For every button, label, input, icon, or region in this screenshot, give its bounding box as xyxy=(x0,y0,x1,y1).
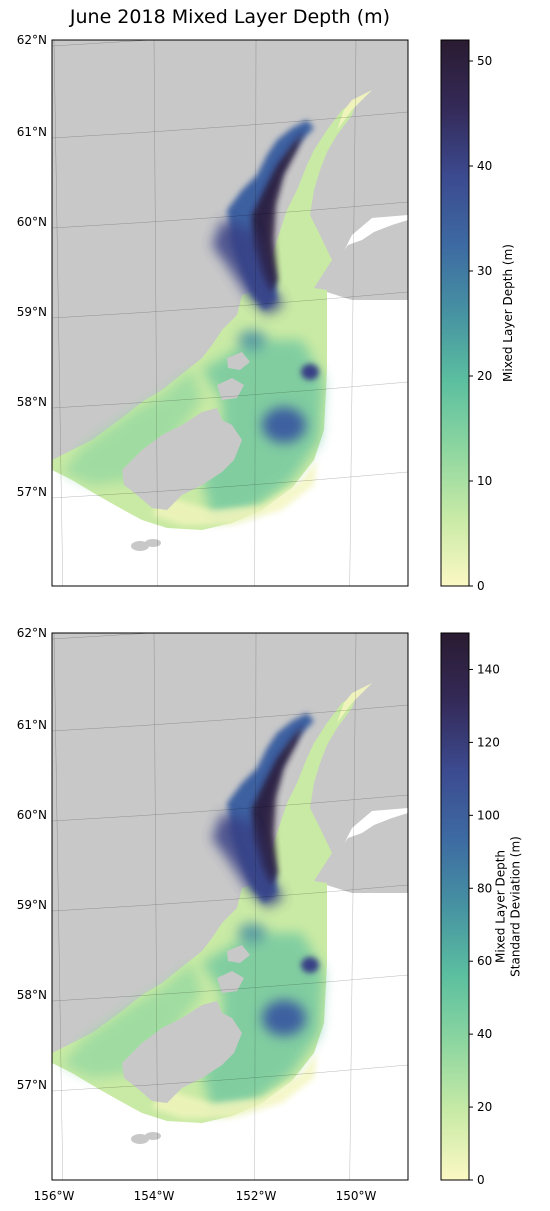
cook-inlet-core xyxy=(252,725,304,888)
parallel-line xyxy=(52,974,408,1002)
map-panel-2 xyxy=(51,632,409,1181)
inlet-mouth xyxy=(212,813,284,908)
map-content xyxy=(52,633,408,1180)
trinity-islands-a xyxy=(131,1134,149,1144)
shelikof-eddy xyxy=(262,1000,306,1036)
colorbar-label: Standard Deviation (m) xyxy=(509,836,523,977)
map-content xyxy=(52,40,408,586)
shelf-green-west xyxy=(62,963,202,1078)
meridian-line xyxy=(254,40,257,586)
shelf-pale-outer xyxy=(152,460,317,525)
colorbar xyxy=(440,39,470,587)
meridian-line xyxy=(53,40,63,586)
lon-tick-label: 156°W xyxy=(34,1189,75,1203)
colorbar-tick-label: 0 xyxy=(477,579,485,593)
meridian-line xyxy=(349,40,357,586)
afognak-island xyxy=(217,971,244,993)
lat-tick-label: 57°N xyxy=(17,485,47,499)
kodiak-island xyxy=(122,408,242,510)
kennedy-entrance xyxy=(238,923,266,943)
shelikof-eddy xyxy=(262,407,306,443)
lat-tick-label: 61°N xyxy=(17,718,47,732)
colorbar-tick-label: 40 xyxy=(477,159,492,173)
parallel-line xyxy=(52,1064,408,1092)
lat-tick-label: 62°N xyxy=(17,626,47,640)
lat-tick-label: 59°N xyxy=(17,898,47,912)
parallel-line xyxy=(52,884,408,912)
shelf-green-west xyxy=(62,370,202,485)
augustine-island xyxy=(172,278,190,292)
trinity-islands-b xyxy=(145,539,161,547)
afognak-island xyxy=(217,378,244,400)
graticule xyxy=(52,633,408,1180)
map-panel-1 xyxy=(51,39,409,587)
shuyak-island xyxy=(227,945,250,963)
parallel-line xyxy=(52,111,408,139)
trinity-islands-b xyxy=(145,1132,161,1140)
lat-tick-label: 61°N xyxy=(17,125,47,139)
shelf-pale-outer xyxy=(152,1053,317,1118)
lat-tick-label: 57°N xyxy=(17,1078,47,1092)
map-frame xyxy=(51,39,409,587)
parallel-line xyxy=(52,40,154,47)
colorbar-tick-label: 100 xyxy=(477,808,500,822)
lat-tick-label: 62°N xyxy=(17,33,47,47)
meridian-line xyxy=(349,633,357,1180)
shelf-eddy xyxy=(301,364,319,380)
parallel-line xyxy=(52,291,408,319)
trinity-islands-a xyxy=(131,541,149,551)
colorbar-tick-label: 80 xyxy=(477,881,492,895)
colorbar-tick-label: 20 xyxy=(477,1100,492,1114)
lat-tick-label: 60°N xyxy=(17,215,47,229)
parallel-line xyxy=(52,794,408,822)
colorbar-tick-label: 40 xyxy=(477,1027,492,1041)
colorbar-tick-label: 20 xyxy=(477,369,492,383)
colorbar-tick-label: 10 xyxy=(477,474,492,488)
shelf-eddy xyxy=(301,957,319,973)
parallel-line xyxy=(52,704,408,732)
meridian-line xyxy=(153,633,158,1180)
cook-inlet-core xyxy=(252,132,304,295)
kodiak-island xyxy=(122,1001,242,1103)
parallel-line xyxy=(52,471,408,499)
meridian-line xyxy=(254,633,257,1180)
lon-tick-label: 152°W xyxy=(236,1189,277,1203)
colorbar xyxy=(440,632,470,1181)
graticule xyxy=(52,40,408,586)
parallel-line xyxy=(52,633,154,640)
meridian-line xyxy=(153,40,158,586)
lon-tick-label: 150°W xyxy=(336,1189,377,1203)
shuyak-island xyxy=(227,352,250,370)
parallel-line xyxy=(52,201,408,229)
colorbar-tick-label: 30 xyxy=(477,264,492,278)
inlet-mouth xyxy=(212,220,284,315)
kenai-coast xyxy=(314,220,408,300)
augustine-island xyxy=(172,871,190,885)
kennedy-entrance xyxy=(238,330,266,350)
lon-tick-label: 154°W xyxy=(134,1189,175,1203)
colorbar-label: Mixed Layer Depth xyxy=(494,850,508,963)
map-frame xyxy=(51,632,409,1181)
kenai-coast xyxy=(314,813,408,893)
lat-tick-label: 59°N xyxy=(17,305,47,319)
colorbar-tick-label: 60 xyxy=(477,954,492,968)
colorbar-label: Mixed Layer Depth (m) xyxy=(501,244,515,382)
upper-arm-pale xyxy=(337,90,372,130)
colorbar-tick-label: 140 xyxy=(477,662,500,676)
figure-title: June 2018 Mixed Layer Depth (m) xyxy=(69,6,391,28)
parallel-line xyxy=(52,381,408,409)
lat-tick-label: 58°N xyxy=(17,395,47,409)
upper-arm-pale xyxy=(337,683,372,723)
lat-tick-label: 60°N xyxy=(17,808,47,822)
colorbar-tick-label: 0 xyxy=(477,1173,485,1187)
colorbar-tick-label: 50 xyxy=(477,54,492,68)
meridian-line xyxy=(53,633,63,1180)
lat-tick-label: 58°N xyxy=(17,988,47,1002)
colorbar-tick-label: 120 xyxy=(477,735,500,749)
